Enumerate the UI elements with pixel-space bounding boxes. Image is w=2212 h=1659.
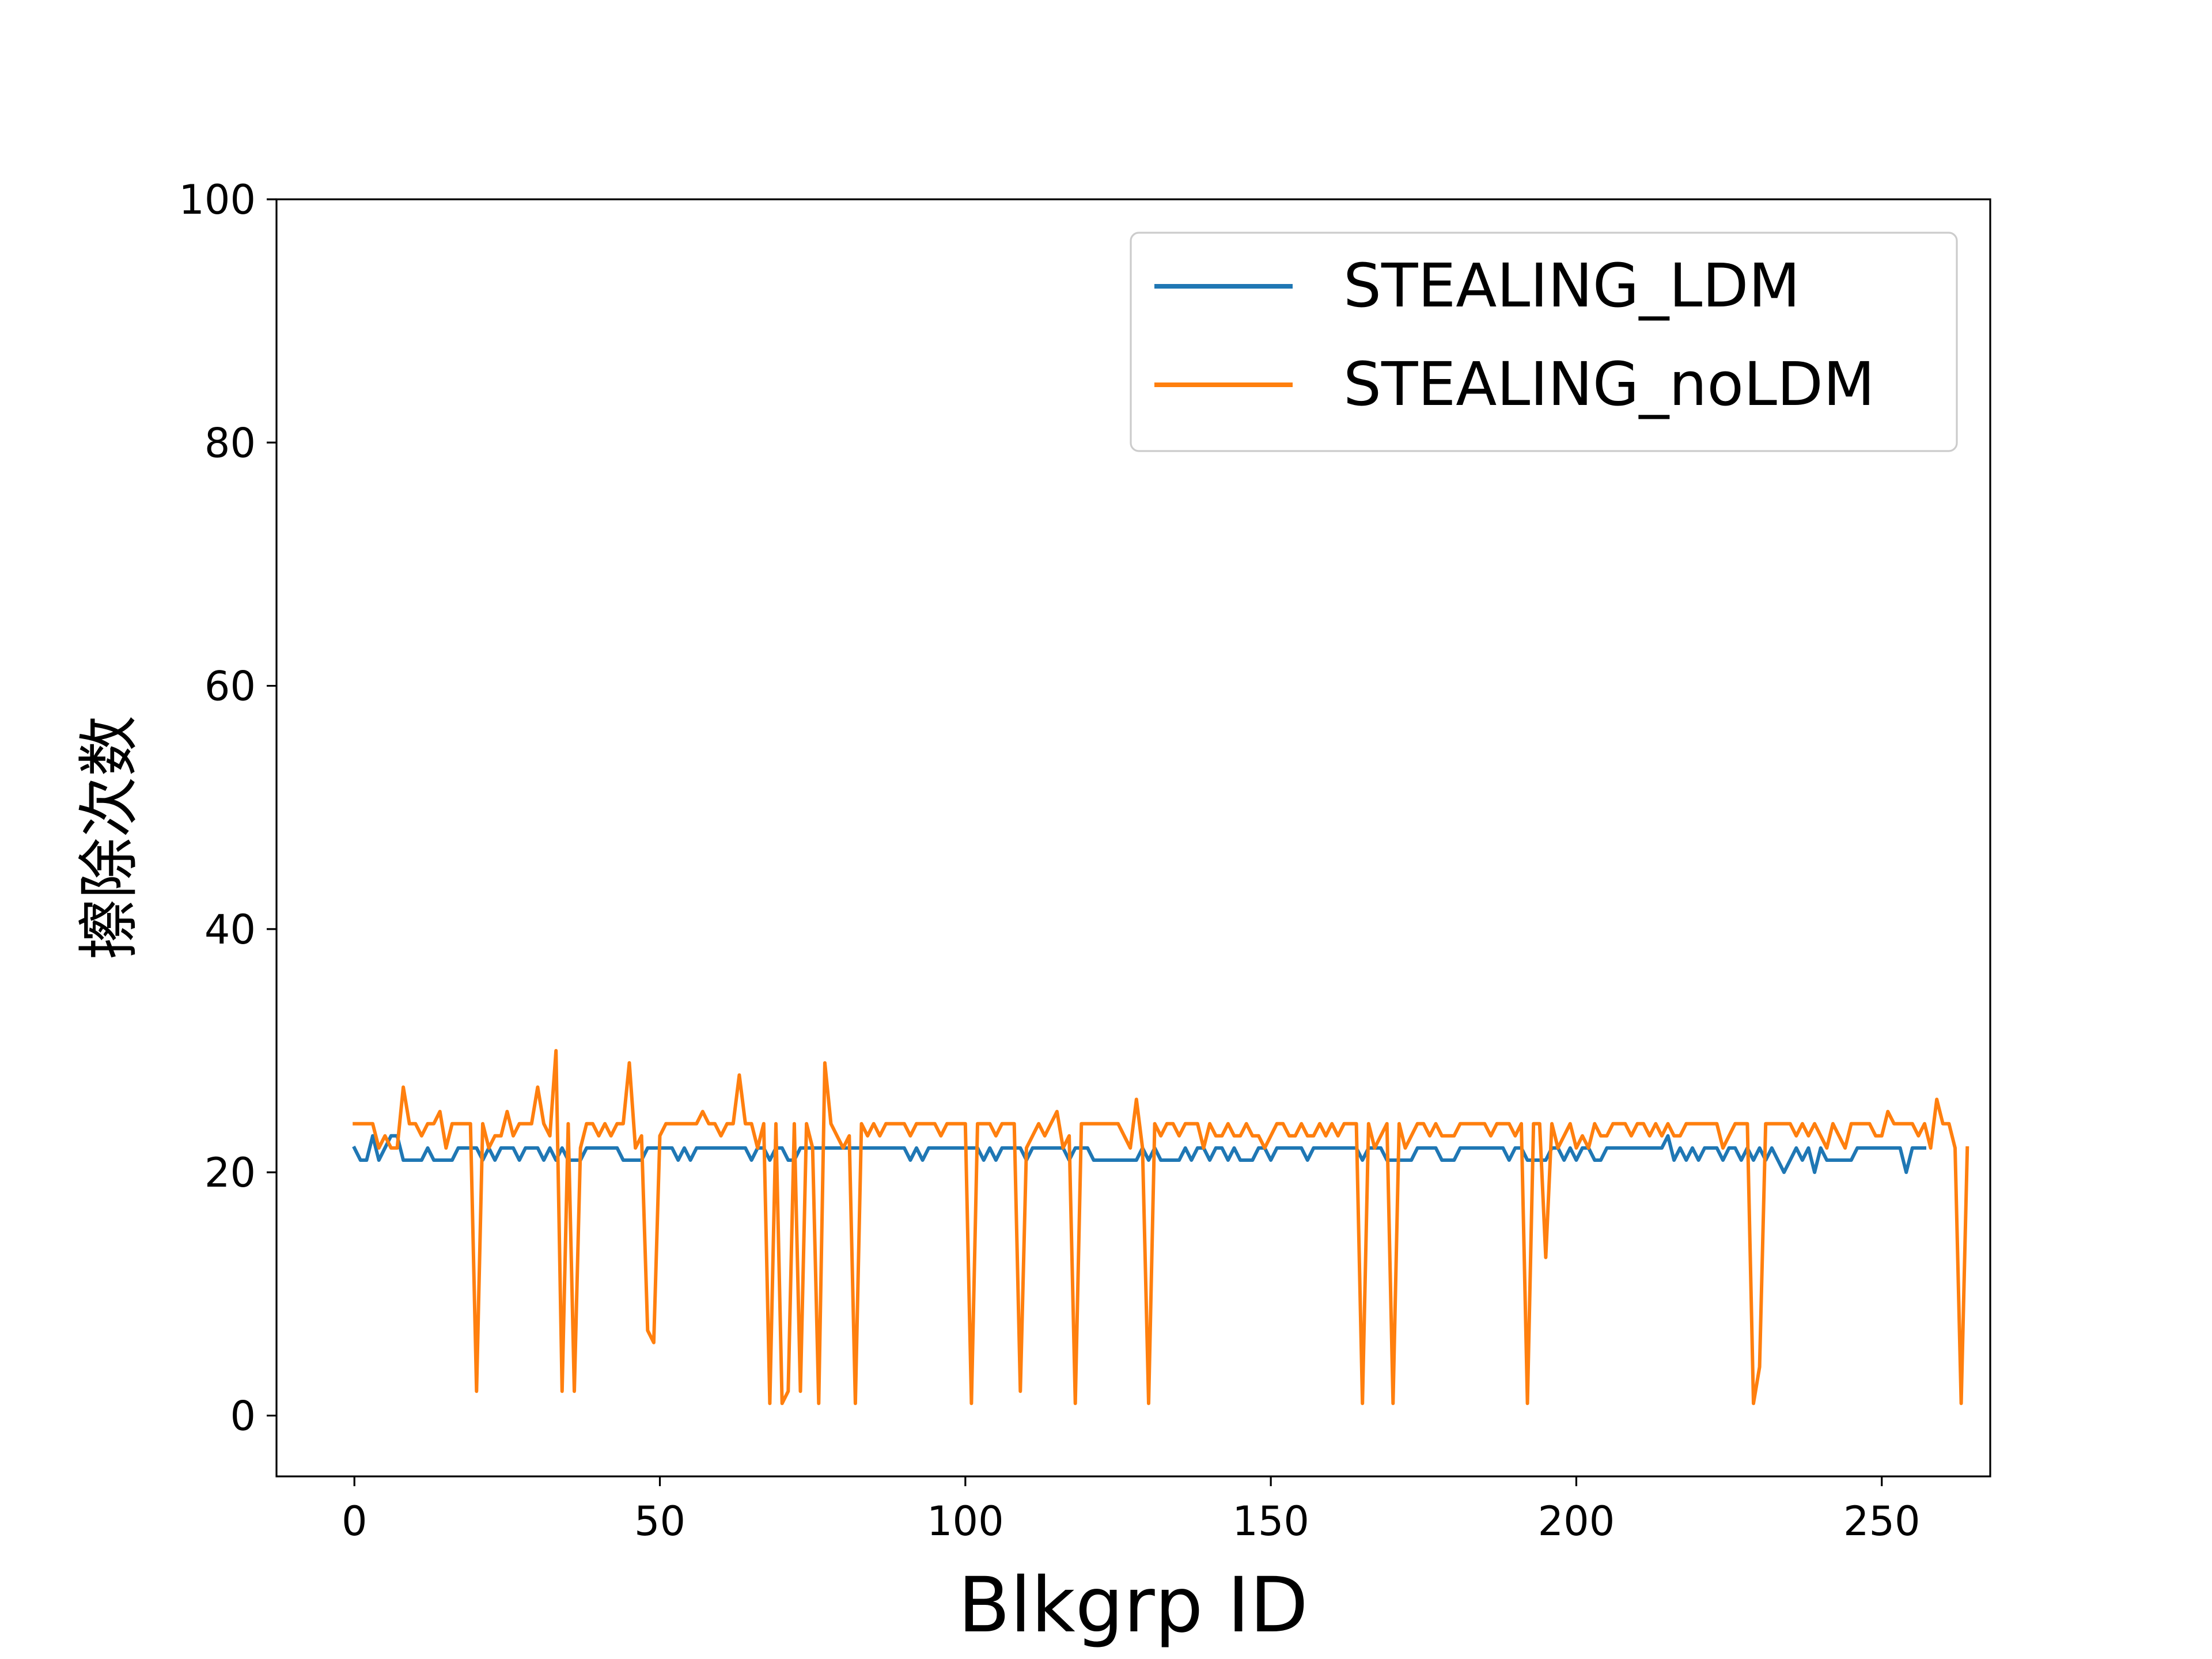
x-tick-label: 150: [1232, 1498, 1309, 1545]
x-tick-label: 100: [927, 1498, 1004, 1545]
y-tick-label: 20: [204, 1149, 256, 1196]
series-line-stealing-noldm: [353, 1049, 1969, 1406]
series-line-stealing-ldm: [352, 1134, 1926, 1175]
plot-frame: [275, 198, 1991, 1478]
y-axis-title: 擦除次数: [74, 715, 145, 960]
legend-label-stealing-noldm: STEALING_noLDM: [1343, 349, 1875, 419]
y-tick-label: 80: [204, 419, 256, 467]
legend-label-stealing-ldm: STEALING_LDM: [1343, 251, 1800, 321]
x-tick-label: 0: [342, 1498, 368, 1545]
y-axis-ticks: 0 20 40 60 80 100: [179, 176, 276, 1440]
x-tick-label: 200: [1538, 1498, 1615, 1545]
x-tick-label: 50: [634, 1498, 685, 1545]
y-tick-label: 100: [179, 176, 256, 224]
x-tick-label: 250: [1843, 1498, 1921, 1545]
y-tick-label: 0: [230, 1392, 256, 1440]
legend: STEALING_LDM STEALING_noLDM: [1130, 232, 1958, 452]
x-axis-ticks: 0 50 100 150 200 250: [342, 1476, 1921, 1545]
y-tick-label: 60: [204, 663, 256, 710]
x-axis-title: Blkgrp ID: [958, 1561, 1308, 1650]
legend-box: [1130, 232, 1958, 452]
series-layer: [352, 1049, 1969, 1406]
y-tick-label: 40: [204, 906, 256, 953]
